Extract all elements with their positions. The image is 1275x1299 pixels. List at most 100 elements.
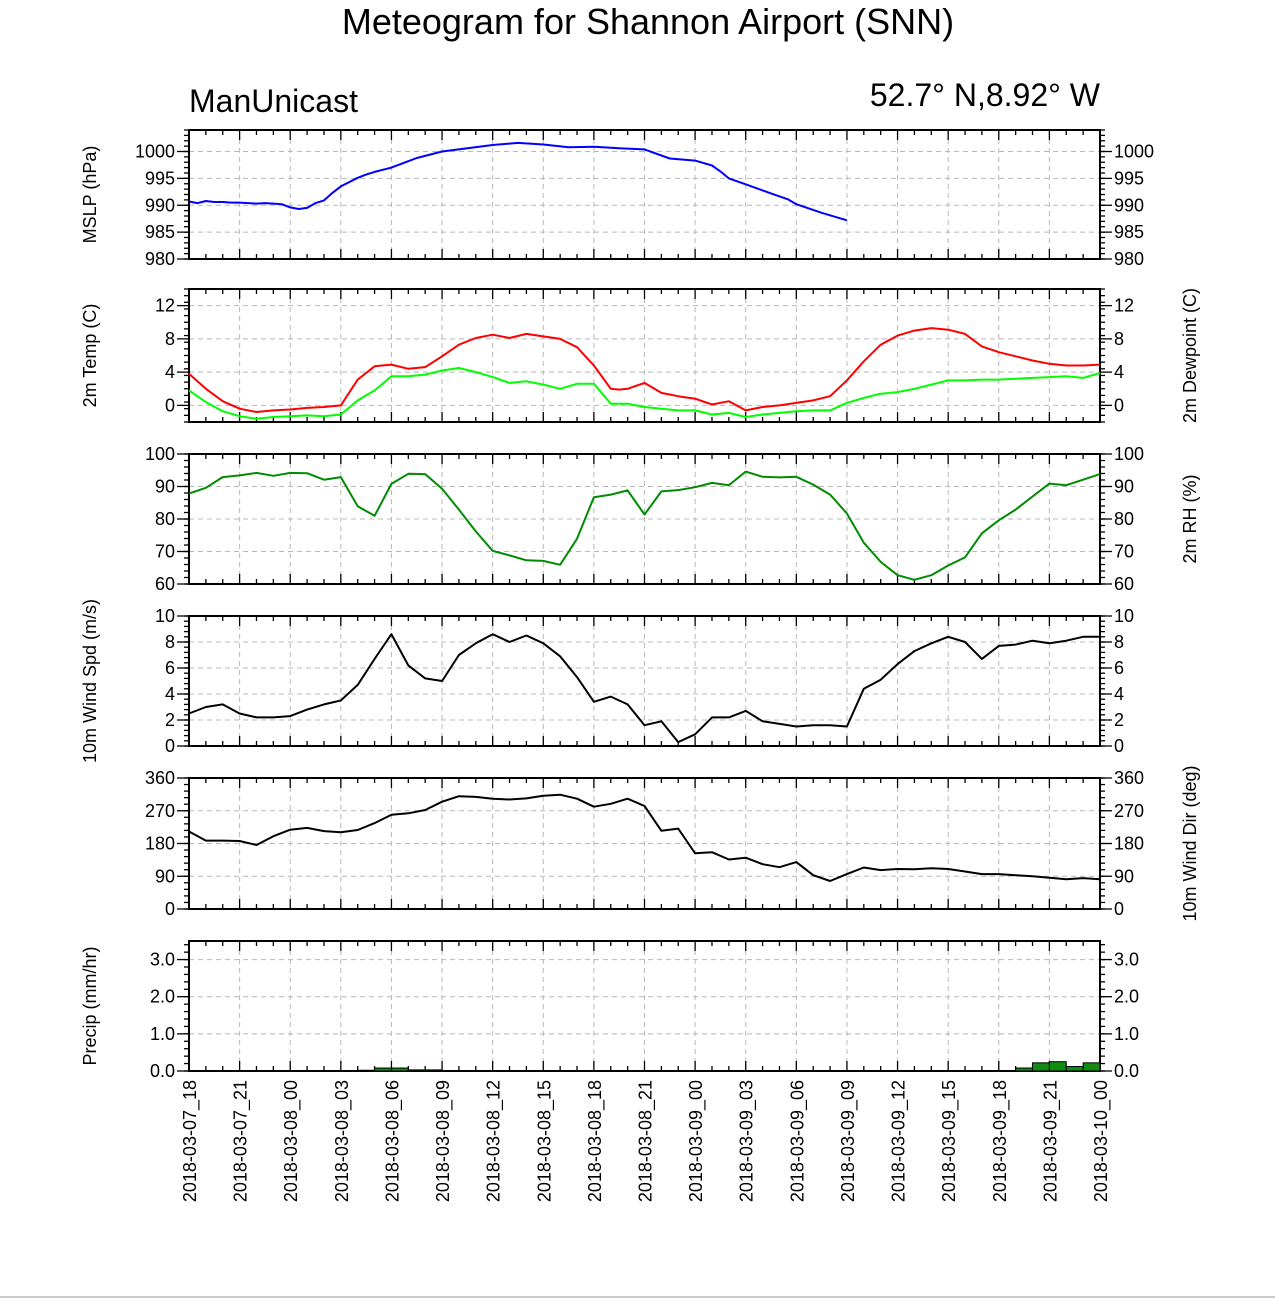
- y-tick-label-right: 6: [1114, 658, 1124, 678]
- y-tick-label-right: 8: [1114, 632, 1124, 652]
- series-line-wind: [188, 633, 1100, 744]
- x-tick-label: 2018-03-09_03: [737, 1080, 758, 1202]
- precip-bar: [1015, 1067, 1034, 1072]
- y-tick-label-left: 0.0: [150, 1061, 175, 1081]
- y-tick-label-right: 980: [1114, 249, 1144, 269]
- precip-bar: [374, 1067, 392, 1072]
- y-tick-label-right: 2: [1114, 710, 1124, 730]
- y-axis-label-left: 10m Wind Spd (m/s): [80, 599, 100, 763]
- panel-0: 980 980 985 985 990 990 995 995 1000 1000 MSLP (hP…: [80, 129, 1154, 269]
- y-tick-label-right: 100: [1114, 444, 1144, 464]
- y-tick-label-right: 0: [1114, 395, 1124, 415]
- x-tick-label: 2018-03-08_18: [585, 1080, 606, 1202]
- y-tick-label-left: 990: [145, 195, 175, 215]
- series-line-dewpoint: [188, 367, 1101, 420]
- x-tick-label: 2018-03-07_18: [180, 1080, 201, 1202]
- y-tick-label-right: 60: [1114, 574, 1134, 594]
- y-tick-label-right: 12: [1114, 296, 1134, 316]
- chart-title: Meteogram for Shannon Airport (SNN): [342, 1, 954, 42]
- y-tick-label-left: 2.0: [150, 987, 175, 1007]
- y-tick-label-left: 70: [155, 542, 175, 562]
- y-tick-label-right: 8: [1114, 329, 1124, 349]
- y-tick-label-right: 70: [1114, 542, 1134, 562]
- y-tick-label-left: 180: [145, 834, 175, 854]
- y-tick-label-left: 2: [165, 710, 175, 730]
- series-line-temp: [188, 327, 1101, 413]
- x-tick-label: 2018-03-09_12: [889, 1080, 910, 1202]
- y-tick-label-left: 995: [145, 168, 175, 188]
- y-tick-label-left: 90: [155, 477, 175, 497]
- precip-bar: [357, 1069, 376, 1072]
- y-tick-label-right: 270: [1114, 801, 1144, 821]
- x-tick-label: 2018-03-09_21: [1040, 1080, 1061, 1202]
- x-tick-label: 2018-03-09_09: [838, 1080, 859, 1202]
- y-tick-label-left: 1000: [135, 142, 175, 162]
- y-tick-label-left: 60: [155, 574, 175, 594]
- y-tick-label-right: 1.0: [1114, 1024, 1139, 1044]
- panel-frame: [188, 615, 1101, 747]
- model-name-label: ManUnicast: [189, 83, 358, 119]
- precip-bar: [1065, 1066, 1084, 1072]
- y-tick-label-left: 1.0: [150, 1024, 175, 1044]
- precip-bar: [1082, 1062, 1101, 1072]
- y-axis-label-left: Precip (mm/hr): [80, 946, 100, 1065]
- panel-frame: [188, 288, 1101, 423]
- y-tick-label-right: 360: [1114, 768, 1144, 788]
- x-tick-label: 2018-03-09_15: [939, 1080, 960, 1202]
- panel-4: 0 0 90 90 180 180 270 270 360 360 10m Wind Dir (de…: [145, 765, 1200, 921]
- x-tick-label: 2018-03-08_03: [332, 1080, 353, 1202]
- y-axis-label-left: MSLP (hPa): [80, 146, 100, 244]
- x-tick-label: 2018-03-08_15: [534, 1080, 555, 1202]
- y-tick-label-left: 270: [145, 801, 175, 821]
- y-tick-label-left: 980: [145, 249, 175, 269]
- x-tick-label: 2018-03-10_00: [1091, 1080, 1112, 1202]
- y-tick-label-left: 12: [155, 296, 175, 316]
- precip-bar: [1048, 1061, 1067, 1072]
- y-tick-label-right: 0: [1114, 899, 1124, 919]
- y-tick-label-left: 3.0: [150, 950, 175, 970]
- panel-1: 0 0 4 4 8 8 12 12 2m Temp (C) 2m Dewpoint (C): [80, 288, 1200, 423]
- y-axis-label-right: 2m Dewpoint (C): [1180, 288, 1200, 423]
- precip-bar: [390, 1067, 409, 1072]
- y-tick-label-left: 8: [165, 632, 175, 652]
- panel-frame: [188, 129, 1101, 260]
- x-tick-label: 2018-03-08_12: [484, 1080, 505, 1202]
- x-tick-label: 2018-03-08_00: [281, 1080, 302, 1202]
- series-line-rh: [188, 470, 1101, 581]
- panel-frame: [188, 777, 1101, 910]
- series-line-wdir: [188, 793, 1101, 882]
- y-tick-label-left: 4: [165, 684, 175, 704]
- y-tick-label-right: 180: [1114, 834, 1144, 854]
- y-tick-label-right: 4: [1114, 362, 1124, 382]
- panel-frame: [188, 940, 1101, 1072]
- y-tick-label-left: 0: [165, 395, 175, 415]
- x-tick-label: 2018-03-09_06: [787, 1080, 808, 1202]
- y-tick-label-left: 4: [165, 362, 175, 382]
- y-tick-label-left: 0: [165, 899, 175, 919]
- y-tick-label-left: 8: [165, 329, 175, 349]
- precip-bar: [407, 1069, 426, 1072]
- y-tick-label-right: 90: [1114, 866, 1134, 886]
- y-tick-label-right: 90: [1114, 477, 1134, 497]
- y-tick-label-right: 10: [1114, 606, 1134, 626]
- panel-frame: [188, 453, 1101, 585]
- y-tick-label-right: 80: [1114, 509, 1134, 529]
- x-axis-time-labels: 2018-03-07_18 2018-03-07_21 2018-03-08_00 2…: [180, 1080, 1112, 1202]
- y-tick-label-right: 0.0: [1114, 1061, 1139, 1081]
- y-tick-label-left: 360: [145, 768, 175, 788]
- y-tick-label-right: 1000: [1114, 142, 1154, 162]
- y-tick-label-right: 2.0: [1114, 987, 1139, 1007]
- y-axis-label-left: 2m Temp (C): [80, 304, 100, 408]
- precip-bar: [424, 1069, 443, 1072]
- precip-bar: [1032, 1062, 1050, 1072]
- panel-2: 60 60 70 70 80 80 90 90 100 100 2m RH (%): [145, 444, 1200, 594]
- y-tick-label-left: 90: [155, 866, 175, 886]
- x-tick-label: 2018-03-07_21: [231, 1080, 252, 1202]
- x-tick-label: 2018-03-08_21: [636, 1080, 657, 1202]
- x-tick-label: 2018-03-08_09: [433, 1080, 454, 1202]
- y-tick-label-left: 10: [155, 606, 175, 626]
- y-tick-label-left: 985: [145, 222, 175, 242]
- x-tick-label: 2018-03-08_06: [382, 1080, 403, 1202]
